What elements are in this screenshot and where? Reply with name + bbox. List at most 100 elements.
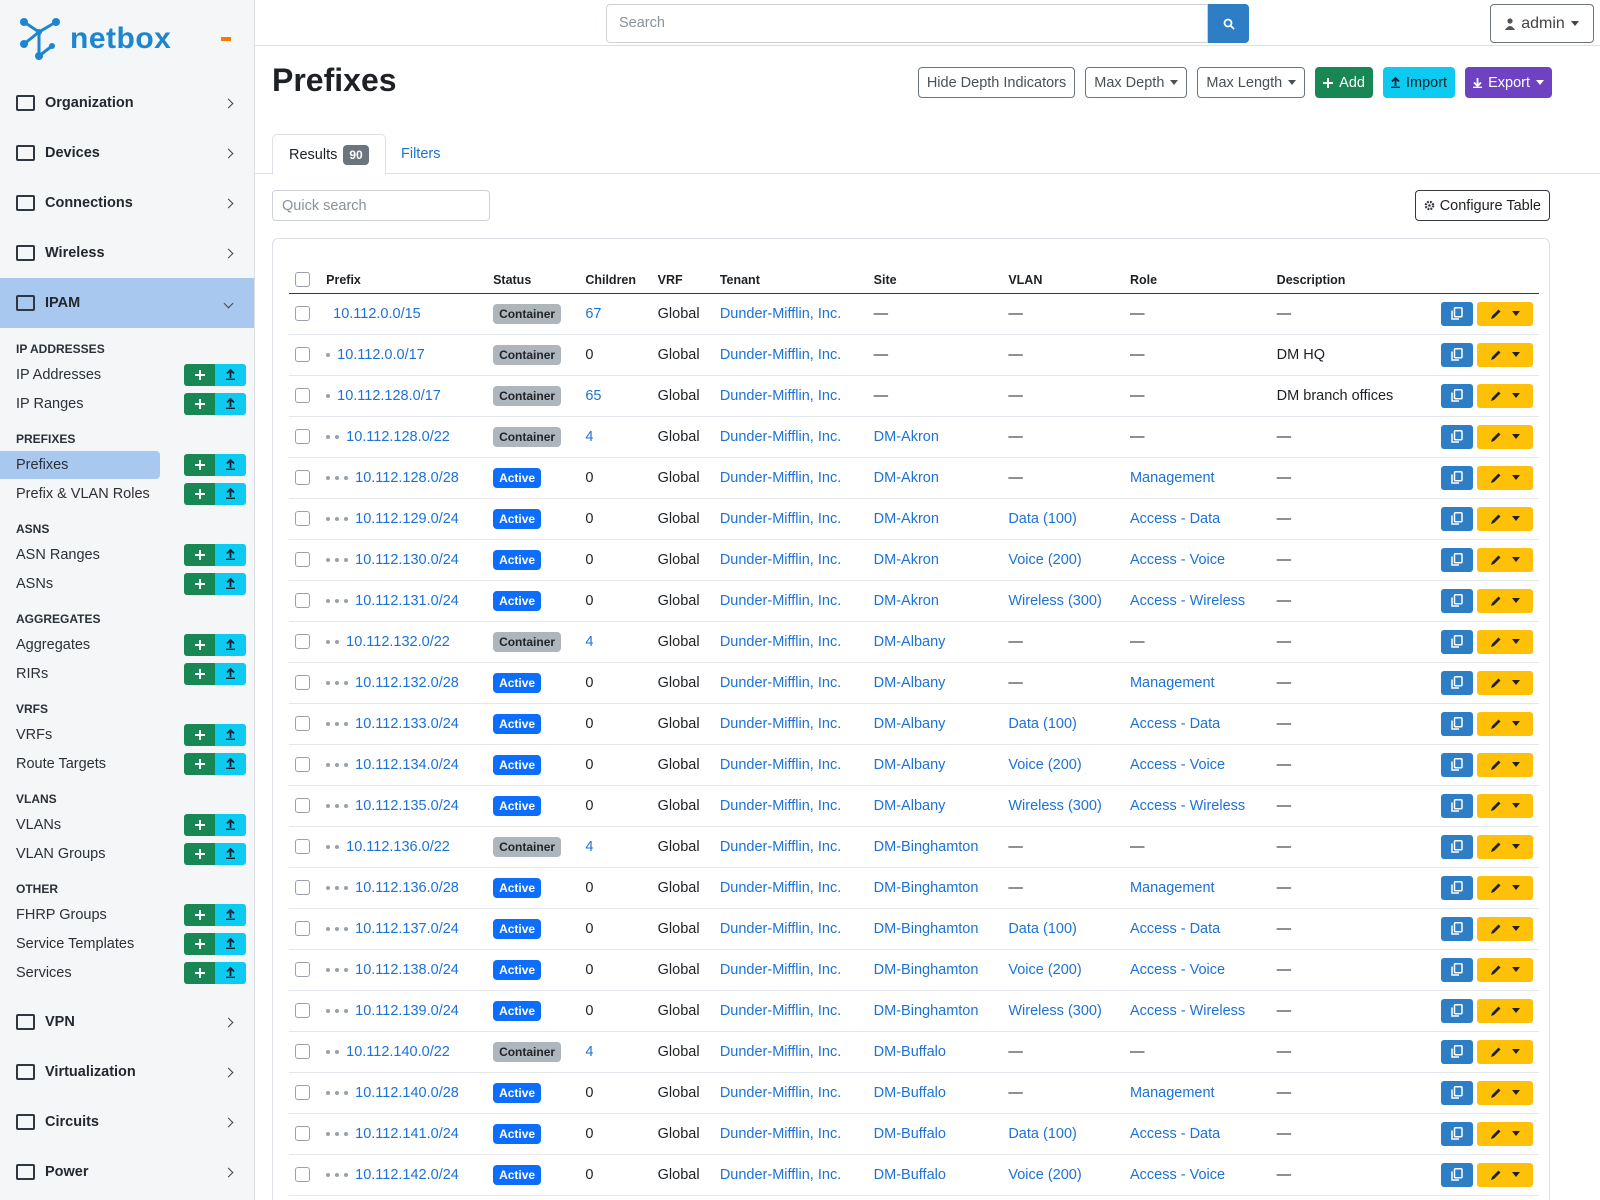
prefix-link[interactable]: 10.112.0.0/17 [337,346,425,363]
row-select[interactable] [289,662,321,704]
prefix-link[interactable]: 10.112.140.0/28 [355,1084,459,1101]
sub-item[interactable]: Route Targets [0,749,254,778]
tenant-link[interactable]: Dunder-Mifflin, Inc. [719,879,842,896]
cell-value[interactable]: Access - Data [1129,1125,1221,1142]
clone-button[interactable] [1441,465,1473,490]
tenant-link[interactable]: Dunder-Mifflin, Inc. [719,346,842,363]
edit-button[interactable] [1477,752,1533,777]
cell-value[interactable]: DM-Binghamton [873,1002,979,1019]
prefix-link[interactable]: 10.112.128.0/22 [346,428,450,445]
children-count[interactable]: 4 [585,1043,594,1060]
prefix-link[interactable]: 10.112.129.0/24 [355,510,459,527]
edit-button[interactable] [1477,588,1533,613]
nav-item[interactable]: Power [0,1147,254,1197]
import-button[interactable] [215,633,246,656]
prefix-link[interactable]: 10.112.138.0/24 [355,961,459,978]
tenant-link[interactable]: Dunder-Mifflin, Inc. [719,510,842,527]
tenant-link[interactable]: Dunder-Mifflin, Inc. [719,1166,842,1183]
edit-button[interactable] [1477,875,1533,900]
row-select[interactable] [289,457,321,499]
clone-button[interactable] [1441,588,1473,613]
nav-item[interactable]: Organization [0,78,254,128]
sub-item[interactable]: Prefix & VLAN Roles [0,479,254,508]
cell-value[interactable]: DM-Albany [873,756,946,773]
cell-value[interactable]: DM-Binghamton [873,879,979,896]
row-select[interactable] [289,1113,321,1155]
clone-button[interactable] [1441,1162,1473,1187]
cell-value[interactable]: Management [1129,1084,1215,1101]
sub-item[interactable]: ASN Ranges [0,540,254,569]
edit-button[interactable] [1477,506,1533,531]
column-header[interactable]: VLAN [1002,257,1124,294]
row-select[interactable] [289,1072,321,1114]
clone-button[interactable] [1441,670,1473,695]
cell-value[interactable]: DM-Albany [873,674,946,691]
edit-button[interactable] [1477,1039,1533,1064]
cell-value[interactable]: Access - Voice [1129,961,1226,978]
prefix-link[interactable]: 10.112.128.0/28 [355,469,459,486]
column-header[interactable]: Description [1270,257,1419,294]
prefix-link[interactable]: 10.112.135.0/24 [355,797,459,814]
column-header[interactable]: Tenant [713,257,868,294]
row-select[interactable] [289,580,321,622]
edit-button[interactable] [1477,834,1533,859]
import-button[interactable] [215,842,246,865]
import-button[interactable] [215,723,246,746]
nav-item[interactable]: Devices [0,128,254,178]
import-button[interactable] [215,392,246,415]
cell-value[interactable]: Access - Data [1129,510,1221,527]
cell-value[interactable]: DM-Buffalo [873,1084,946,1101]
cell-value[interactable]: Access - Voice [1129,756,1226,773]
sub-item[interactable]: Service Templates [0,929,254,958]
tenant-link[interactable]: Dunder-Mifflin, Inc. [719,674,842,691]
prefix-link[interactable]: 10.112.142.0/24 [355,1166,459,1183]
tenant-link[interactable]: Dunder-Mifflin, Inc. [719,1125,842,1142]
sub-item[interactable]: ASNs [0,569,254,598]
add-button[interactable] [184,903,215,926]
tenant-link[interactable]: Dunder-Mifflin, Inc. [719,551,842,568]
cell-value[interactable]: Management [1129,469,1215,486]
edit-button[interactable] [1477,383,1533,408]
children-count[interactable]: 4 [585,633,594,650]
cell-value[interactable]: DM-Akron [873,428,939,445]
clone-button[interactable] [1441,1080,1473,1105]
row-select[interactable] [289,498,321,540]
cell-value[interactable]: DM-Akron [873,469,939,486]
prefix-link[interactable]: 10.112.130.0/24 [355,551,459,568]
sub-item[interactable]: Aggregates [0,630,254,659]
edit-button[interactable] [1477,301,1533,326]
import-button[interactable] [215,662,246,685]
add-button[interactable] [184,543,215,566]
clone-button[interactable] [1441,834,1473,859]
add-button[interactable] [184,482,215,505]
clone-button[interactable] [1441,383,1473,408]
cell-value[interactable]: DM-Albany [873,797,946,814]
add-button[interactable] [184,572,215,595]
tenant-link[interactable]: Dunder-Mifflin, Inc. [719,920,842,937]
clone-button[interactable] [1441,711,1473,736]
clone-button[interactable] [1441,1039,1473,1064]
row-select[interactable] [289,1154,321,1196]
import-button[interactable] [215,813,246,836]
edit-button[interactable] [1477,711,1533,736]
prefix-link[interactable]: 10.112.136.0/28 [355,879,459,896]
cell-value[interactable]: Access - Voice [1129,1166,1226,1183]
prefix-link[interactable]: 10.112.131.0/24 [355,592,459,609]
import-button[interactable] [215,903,246,926]
sub-item[interactable]: VLANs [0,810,254,839]
clone-button[interactable] [1441,916,1473,941]
tenant-link[interactable]: Dunder-Mifflin, Inc. [719,1002,842,1019]
logo[interactable]: netbox [0,0,254,78]
prefix-link[interactable]: 10.112.134.0/24 [355,756,459,773]
row-select[interactable] [289,744,321,786]
import-button[interactable] [215,572,246,595]
clone-button[interactable] [1441,629,1473,654]
cell-value[interactable]: Wireless (300) [1008,797,1102,814]
sub-item[interactable]: FHRP Groups [0,900,254,929]
row-select[interactable] [289,334,321,376]
cell-value[interactable]: Management [1129,674,1215,691]
row-select[interactable] [289,908,321,950]
sub-item[interactable]: VRFs [0,720,254,749]
edit-button[interactable] [1477,465,1533,490]
row-select[interactable] [289,826,321,868]
